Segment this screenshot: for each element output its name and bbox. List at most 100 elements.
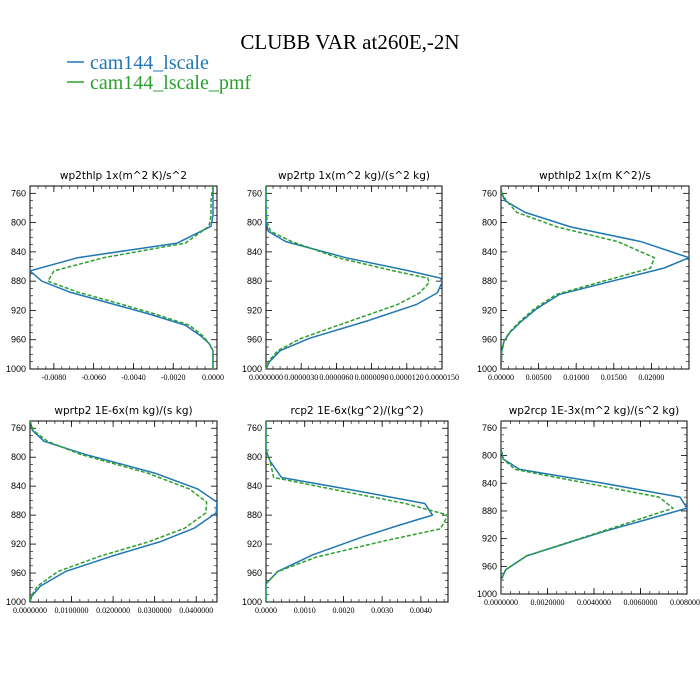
series-line-1 bbox=[501, 421, 674, 594]
x-tick-label: 0.0400000 bbox=[179, 606, 213, 615]
y-tick-label: 800 bbox=[247, 218, 262, 228]
y-tick-label: 920 bbox=[482, 534, 497, 544]
series-line-0 bbox=[30, 421, 217, 602]
plot-frame bbox=[265, 420, 449, 603]
panel-title: rcp2 1E-6x(kg^2)/(kg^2) bbox=[291, 405, 424, 417]
y-tick-label: 1000 bbox=[242, 597, 262, 607]
y-tick-label: 880 bbox=[482, 506, 497, 516]
x-tick-label: -0.0080 bbox=[42, 373, 67, 382]
y-tick-label: 960 bbox=[11, 568, 26, 578]
panel-5: wp2rcp 1E-3x(m^2 kg)/(s^2 kg) 760 800 840 88… bbox=[477, 405, 700, 607]
y-tick-label: 880 bbox=[247, 276, 262, 286]
y-tick-label: 880 bbox=[11, 276, 26, 286]
y-tick-label: 1000 bbox=[6, 597, 26, 607]
x-tick-label: 0.0000150 bbox=[425, 373, 459, 382]
series-line-0 bbox=[30, 186, 214, 369]
x-tick-label: 0.0000 bbox=[202, 373, 224, 382]
plot-frame bbox=[500, 420, 688, 595]
y-tick-label: 840 bbox=[11, 481, 26, 491]
panel-title: wp2rtp 1x(m^2 kg)/(s^2 kg) bbox=[278, 170, 430, 182]
x-tick-label: 0.0000030 bbox=[284, 373, 318, 382]
x-tick-label: 0.0010 bbox=[294, 606, 316, 615]
y-tick-label: 800 bbox=[11, 452, 26, 462]
y-tick-label: 800 bbox=[482, 218, 497, 228]
series-line-1 bbox=[266, 421, 448, 602]
series-line-1 bbox=[47, 186, 214, 369]
y-tick-label: 1000 bbox=[242, 364, 262, 374]
y-tick-label: 920 bbox=[11, 539, 26, 549]
x-tick-label: 0.0040 bbox=[410, 606, 432, 615]
plot-frame bbox=[29, 185, 218, 370]
y-tick-label: 920 bbox=[247, 305, 262, 315]
x-tick-label: 0.0040000 bbox=[577, 598, 611, 607]
x-tick-label: 0.0000000 bbox=[13, 606, 47, 615]
legend-label-1: cam144_lscale_pmf bbox=[90, 72, 251, 94]
series-line-0 bbox=[501, 421, 687, 594]
y-tick-label: 760 bbox=[11, 188, 26, 198]
y-tick-label: 1000 bbox=[6, 364, 26, 374]
x-tick-label: 0.0000060 bbox=[319, 373, 353, 382]
x-tick-label: 0.01500 bbox=[601, 373, 627, 382]
x-tick-label: 0.0200000 bbox=[96, 606, 130, 615]
y-tick-label: 1000 bbox=[477, 364, 497, 374]
y-tick-label: 880 bbox=[247, 510, 262, 520]
y-tick-label: 760 bbox=[247, 188, 262, 198]
series-line-0 bbox=[266, 186, 442, 369]
series-line-1 bbox=[30, 421, 208, 602]
panel-title: wpthlp2 1x(m K^2)/s bbox=[539, 170, 651, 182]
y-tick-label: 920 bbox=[11, 305, 26, 315]
x-tick-label: 0.0000000 bbox=[484, 598, 518, 607]
x-tick-label: -0.0020 bbox=[161, 373, 186, 382]
panel-title: wprtp2 1E-6x(m kg)/(s kg) bbox=[54, 405, 192, 417]
y-tick-label: 960 bbox=[247, 335, 262, 345]
plot-frame bbox=[500, 185, 690, 370]
x-tick-label: -0.0040 bbox=[121, 373, 146, 382]
series-line-1 bbox=[266, 186, 430, 369]
x-tick-label: 0.00500 bbox=[526, 373, 552, 382]
panel-1: wp2rtp 1x(m^2 kg)/(s^2 kg) 760 800 840 880 92… bbox=[242, 170, 459, 382]
y-tick-label: 800 bbox=[247, 452, 262, 462]
plot-frame bbox=[265, 185, 443, 370]
y-tick-label: 960 bbox=[482, 561, 497, 571]
x-tick-label: 0.02000 bbox=[638, 373, 664, 382]
plot-frame bbox=[29, 420, 218, 603]
legend-label-0: cam144_lscale bbox=[90, 52, 209, 74]
y-tick-label: 880 bbox=[482, 276, 497, 286]
y-tick-label: 800 bbox=[11, 218, 26, 228]
x-tick-label: 0.0000 bbox=[255, 606, 277, 615]
x-tick-label: 0.00000 bbox=[488, 373, 514, 382]
panel-title: wp2rcp 1E-3x(m^2 kg)/(s^2 kg) bbox=[509, 405, 680, 417]
y-tick-label: 840 bbox=[247, 247, 262, 257]
x-tick-label: 0.0080000 bbox=[670, 598, 700, 607]
y-tick-label: 760 bbox=[482, 188, 497, 198]
panel-2: wpthlp2 1x(m K^2)/s 760 800 840 880 920 960 100… bbox=[477, 170, 690, 382]
y-tick-label: 840 bbox=[247, 481, 262, 491]
y-tick-label: 760 bbox=[247, 423, 262, 433]
y-tick-label: 840 bbox=[482, 247, 497, 257]
y-tick-label: 840 bbox=[482, 478, 497, 488]
y-tick-label: 920 bbox=[247, 539, 262, 549]
y-tick-label: 920 bbox=[482, 305, 497, 315]
legend: cam144_lscale cam144_lscale_pmf bbox=[67, 52, 251, 94]
x-tick-label: 0.0020000 bbox=[531, 598, 565, 607]
series-line-0 bbox=[501, 186, 689, 369]
panel-3: wprtp2 1E-6x(m kg)/(s kg) 760 800 840 880 920… bbox=[6, 405, 218, 615]
series-line-0 bbox=[266, 421, 434, 602]
x-tick-label: 0.0000090 bbox=[355, 373, 389, 382]
x-tick-label: 0.0020 bbox=[332, 606, 354, 615]
x-tick-label: 0.0030 bbox=[371, 606, 393, 615]
y-tick-label: 960 bbox=[482, 335, 497, 345]
x-tick-label: 0.0100000 bbox=[55, 606, 89, 615]
panel-4: rcp2 1E-6x(kg^2)/(kg^2) 760 800 840 880 920 96… bbox=[242, 405, 449, 615]
y-tick-label: 760 bbox=[11, 423, 26, 433]
panels: wp2thlp 1x(m^2 K)/s^2 760 800 840 880 920 960 1… bbox=[6, 170, 700, 615]
y-tick-label: 1000 bbox=[477, 589, 497, 599]
x-tick-label: 0.0000000 bbox=[249, 373, 283, 382]
panel-title: wp2thlp 1x(m^2 K)/s^2 bbox=[60, 170, 187, 182]
x-tick-label: 0.0060000 bbox=[624, 598, 658, 607]
x-tick-label: 0.0000120 bbox=[390, 373, 424, 382]
series-line-1 bbox=[501, 186, 656, 369]
y-tick-label: 960 bbox=[247, 568, 262, 578]
panel-0: wp2thlp 1x(m^2 K)/s^2 760 800 840 880 920 960 1… bbox=[6, 170, 224, 382]
